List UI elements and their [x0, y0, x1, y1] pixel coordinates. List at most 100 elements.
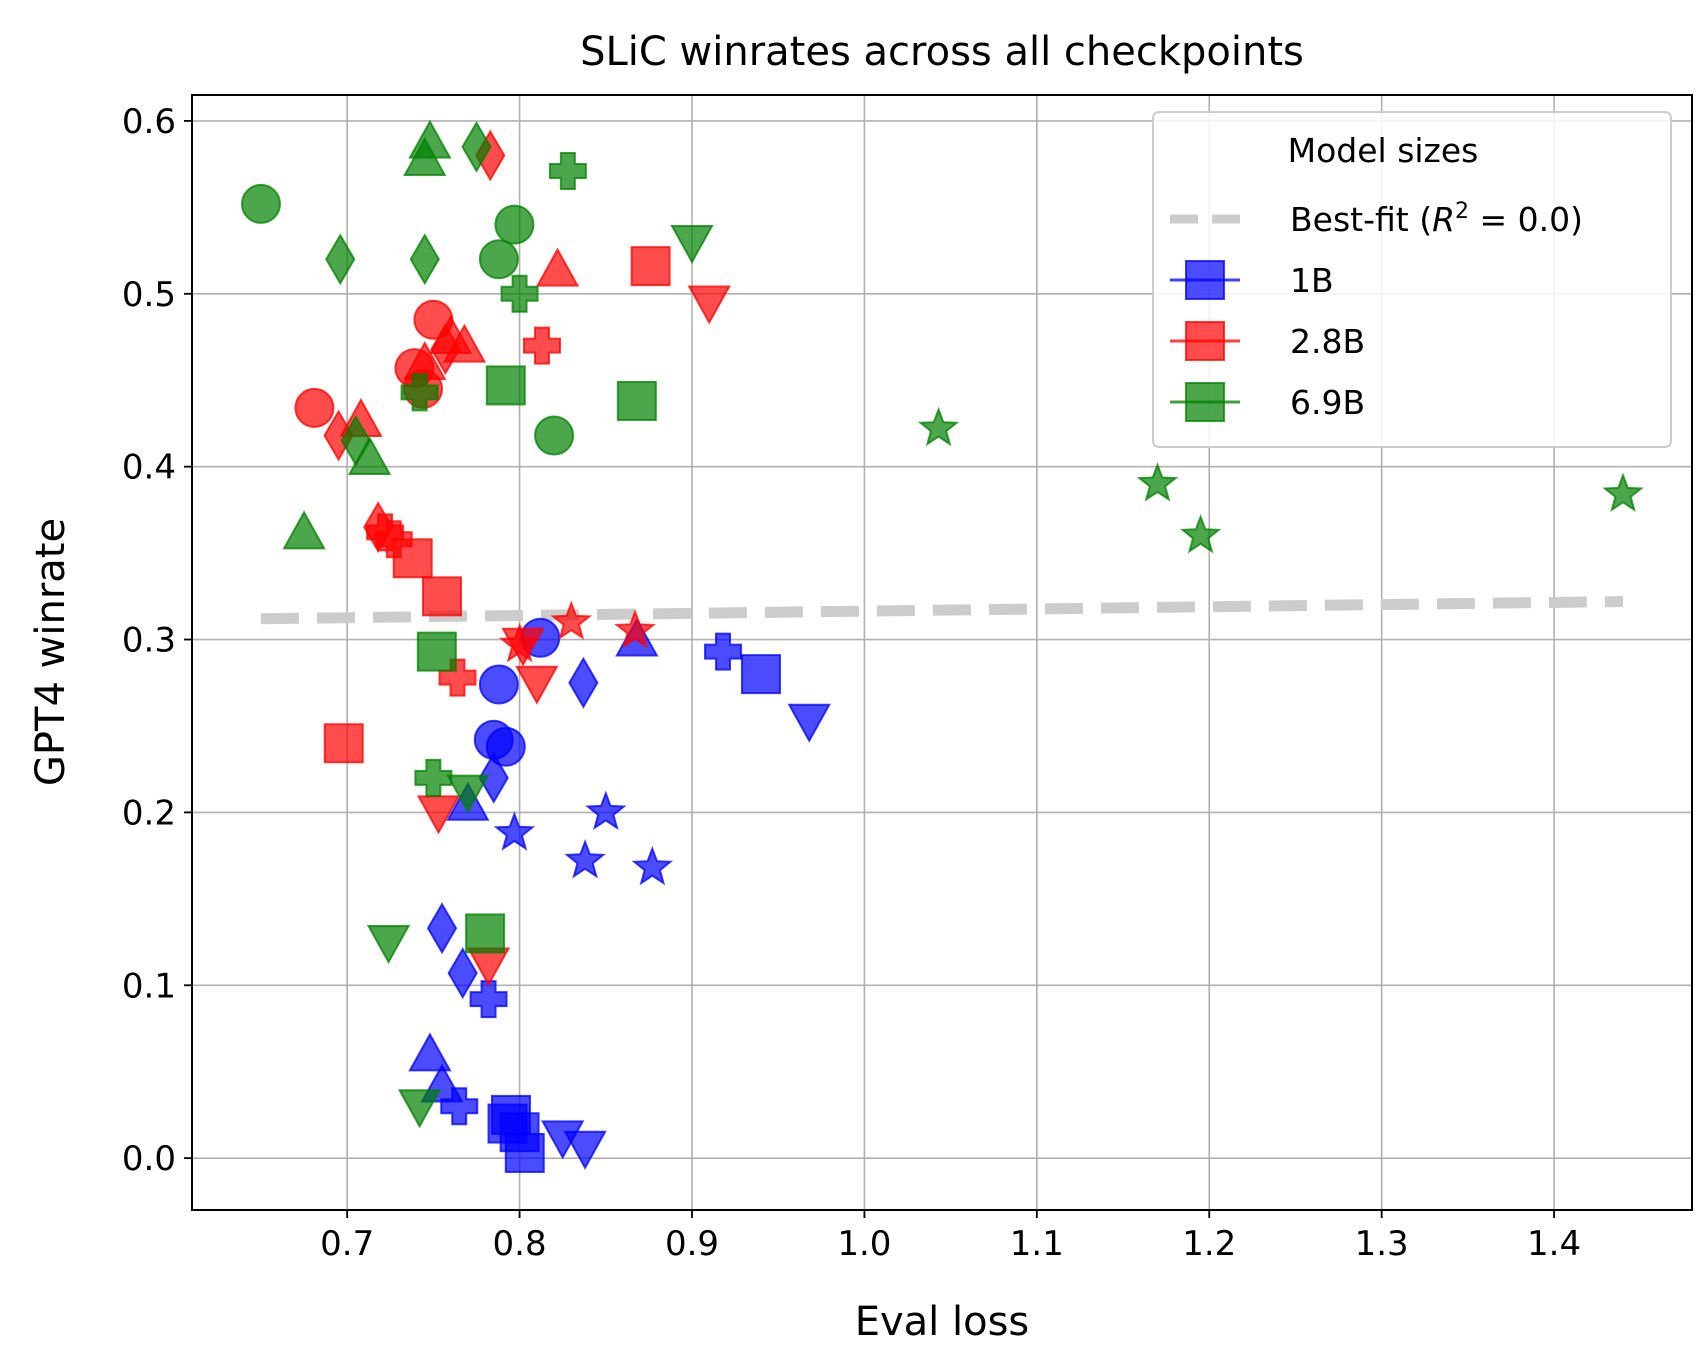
data-point-circle: [294, 387, 335, 428]
legend-best-fit-label: Best-fit (R2 = 0.0): [1290, 199, 1583, 239]
data-point-square: [630, 246, 671, 287]
legend-best-fit-name: Best-fit: [1290, 200, 1409, 239]
legend-label-6-9b: 6.9B: [1290, 383, 1365, 422]
y-tick-label: 0.1: [122, 966, 176, 1006]
data-point-triangle-down: [366, 925, 411, 965]
legend-swatch-square: [1185, 260, 1225, 300]
y-tick-label: 0.6: [122, 102, 176, 142]
data-point-square: [485, 365, 526, 406]
data-point-square: [392, 538, 433, 579]
data-point-plus: [548, 152, 587, 191]
series-2-8b: [294, 129, 731, 987]
legend-frame: [1152, 111, 1672, 448]
data-point-star: [1136, 462, 1179, 502]
data-point-square: [740, 654, 781, 695]
data-point-star: [917, 406, 960, 447]
data-point-diamond: [409, 233, 440, 286]
data-point-diamond: [461, 120, 492, 173]
y-tick-label: 0.4: [122, 448, 176, 488]
legend-series-entries: 1B 2.8B 6.9B: [1170, 260, 1365, 422]
data-point-triangle-down: [515, 665, 559, 705]
axis-ticks: 0.7 0.8 0.9 1.0 1.1 1.2 1.3 1.4 0.0 0.1 0.2 0.3 0.4 0…: [122, 102, 1581, 1264]
data-point-star: [498, 622, 541, 663]
data-point-triangle-down: [787, 703, 831, 743]
data-point-plus: [469, 980, 508, 1019]
x-tick-label: 0.7: [320, 1224, 374, 1264]
data-point-triangle-down: [563, 1130, 607, 1170]
data-point-triangle-up: [408, 119, 452, 159]
data-point-diamond: [447, 947, 478, 1000]
data-point-square: [465, 913, 506, 954]
data-point-circle: [478, 664, 519, 705]
x-tick-label: 1.3: [1355, 1224, 1409, 1264]
data-point-triangle-down: [687, 285, 731, 325]
data-point-triangle-up: [535, 247, 580, 287]
series-6-9b: [240, 119, 1644, 1129]
data-point-star: [550, 600, 593, 640]
data-point-diamond: [325, 233, 356, 286]
legend-label-2-8b: 2.8B: [1290, 322, 1365, 361]
best-fit-layer: [260, 596, 1624, 625]
data-point-diamond: [430, 323, 461, 376]
data-point-plus: [523, 326, 561, 365]
data-point-star: [1179, 513, 1222, 554]
data-point-plus: [400, 373, 439, 412]
data-point-diamond: [426, 902, 458, 955]
legend-swatch-square: [1185, 382, 1225, 422]
plot-area-frame: [191, 94, 1693, 1211]
data-point-triangle-down: [446, 774, 490, 814]
data-point-triangle-up: [282, 510, 326, 550]
x-tick-label: 0.8: [493, 1224, 547, 1264]
legend-r2-value: = 0.0): [1469, 200, 1583, 239]
y-tick-label: 0.2: [122, 793, 176, 833]
data-point-diamond: [568, 656, 599, 709]
legend-label-1b: 1B: [1290, 261, 1334, 300]
data-point-circle: [485, 726, 526, 767]
data-point-square: [416, 631, 457, 672]
data-point-star: [614, 609, 656, 649]
y-axis-label: GPT4 winrate: [28, 518, 74, 786]
data-point-star: [493, 811, 536, 851]
x-tick-label: 1.1: [1010, 1224, 1064, 1264]
data-point-square: [422, 576, 462, 617]
data-point-plus: [500, 274, 539, 313]
data-point-square: [616, 380, 657, 421]
data-point-star: [1602, 472, 1644, 513]
data-point-circle: [240, 183, 281, 224]
data-point-circle: [478, 239, 519, 280]
x-tick-label: 0.9: [665, 1224, 719, 1264]
data-point-plus: [704, 632, 743, 671]
data-point-star: [584, 790, 627, 831]
x-axis-label: Eval loss: [855, 1299, 1030, 1345]
y-tick-label: 0.3: [122, 621, 176, 661]
data-point-square: [323, 723, 364, 764]
data-point-star: [631, 845, 674, 886]
data-point-square: [504, 1132, 545, 1173]
data-point-diamond: [478, 751, 509, 804]
legend-title: Model sizes: [1288, 131, 1479, 170]
chart-title: SLiC winrates across all checkpoints: [580, 29, 1304, 75]
data-point-triangle-down: [670, 224, 714, 264]
data-point-star: [564, 838, 606, 879]
data-point-circle: [534, 415, 575, 456]
data-point-triangle-down: [397, 1089, 442, 1129]
x-tick-label: 1.4: [1527, 1224, 1581, 1264]
x-tick-label: 1.2: [1182, 1224, 1236, 1264]
legend-r2-superscript: 2: [1455, 199, 1469, 224]
data-point-triangle-up: [408, 1032, 452, 1072]
x-tick-label: 1.0: [837, 1224, 891, 1264]
data-point-circle: [494, 204, 535, 245]
data-point-plus: [414, 758, 453, 797]
y-tick-label: 0.0: [122, 1139, 176, 1179]
legend-swatch-square: [1185, 321, 1225, 361]
y-tick-label: 0.5: [122, 275, 176, 315]
series-1b: [408, 617, 831, 1173]
data-point-diamond: [363, 501, 394, 554]
legend-best-fit-open: (: [1409, 200, 1432, 239]
legend: Model sizes Best-fit (R2 = 0.0) 1B 2.8B 6.…: [1152, 111, 1672, 448]
data-points: [240, 119, 1644, 1173]
legend-r2-symbol: R: [1432, 200, 1455, 239]
best-fit-line: [260, 596, 1624, 625]
data-point-diamond: [340, 414, 371, 467]
